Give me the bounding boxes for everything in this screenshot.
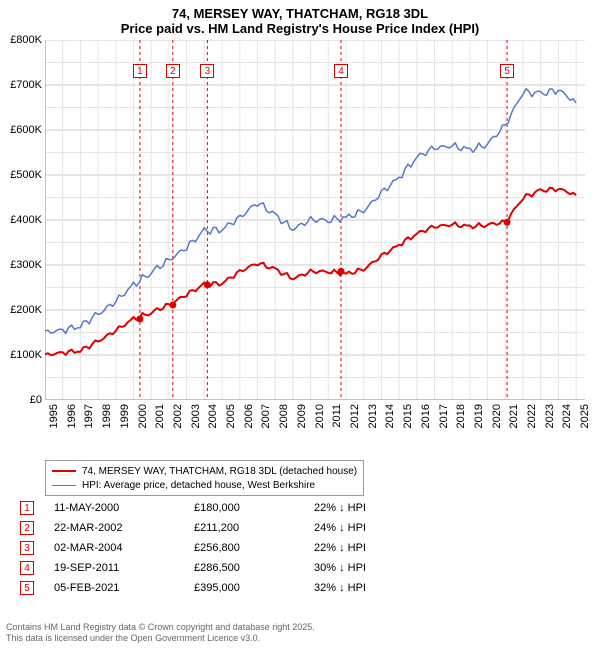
x-tick-label: 2004 (207, 404, 219, 444)
x-tick-label: 2021 (508, 404, 520, 444)
title-line-2: Price paid vs. HM Land Registry's House … (0, 21, 600, 36)
sales-diff: 22% ↓ HPI (314, 542, 434, 554)
sales-date: 19-SEP-2011 (54, 562, 194, 574)
legend-item: HPI: Average price, detached house, West… (52, 478, 357, 492)
x-tick-label: 2012 (349, 404, 361, 444)
sales-row-marker: 2 (20, 521, 34, 535)
x-tick-label: 2018 (455, 404, 467, 444)
title-line-1: 74, MERSEY WAY, THATCHAM, RG18 3DL (0, 6, 600, 21)
plot-area (45, 40, 585, 400)
sales-price: £395,000 (194, 582, 314, 594)
x-tick-label: 2003 (190, 404, 202, 444)
x-tick-label: 1997 (83, 404, 95, 444)
chart-marker-2: 2 (166, 64, 180, 78)
x-tick-label: 2025 (579, 404, 591, 444)
sales-date: 02-MAR-2004 (54, 542, 194, 554)
sales-diff: 24% ↓ HPI (314, 522, 434, 534)
y-tick-label: £100K (2, 349, 42, 361)
x-tick-label: 2015 (402, 404, 414, 444)
x-tick-label: 2013 (367, 404, 379, 444)
y-tick-label: £700K (2, 79, 42, 91)
y-tick-label: £300K (2, 259, 42, 271)
x-tick-label: 2008 (278, 404, 290, 444)
x-tick-label: 2017 (438, 404, 450, 444)
x-tick-label: 2006 (243, 404, 255, 444)
y-tick-label: £600K (2, 124, 42, 136)
plot-svg (45, 40, 585, 400)
x-tick-label: 1996 (66, 404, 78, 444)
sales-row-marker: 3 (20, 541, 34, 555)
sales-date: 05-FEB-2021 (54, 582, 194, 594)
sales-row: 1 11-MAY-2000£180,00022% ↓ HPI (20, 498, 434, 518)
x-tick-label: 2007 (260, 404, 272, 444)
sales-row: 4 19-SEP-2011£286,50030% ↓ HPI (20, 558, 434, 578)
x-tick-label: 1995 (48, 404, 60, 444)
legend-item: 74, MERSEY WAY, THATCHAM, RG18 3DL (deta… (52, 464, 357, 478)
sales-row-marker: 5 (20, 581, 34, 595)
footer-line-1: Contains HM Land Registry data © Crown c… (6, 622, 315, 633)
legend: 74, MERSEY WAY, THATCHAM, RG18 3DL (deta… (45, 460, 364, 496)
sales-diff: 22% ↓ HPI (314, 502, 434, 514)
sales-row-marker: 4 (20, 561, 34, 575)
x-tick-label: 2002 (172, 404, 184, 444)
sales-price: £256,800 (194, 542, 314, 554)
chart-marker-3: 3 (200, 64, 214, 78)
y-tick-label: £200K (2, 304, 42, 316)
chart-marker-1: 1 (133, 64, 147, 78)
sales-price: £211,200 (194, 522, 314, 534)
x-tick-label: 2000 (137, 404, 149, 444)
x-tick-label: 2005 (225, 404, 237, 444)
legend-swatch (52, 485, 76, 486)
sales-table: 111-MAY-2000£180,00022% ↓ HPI222-MAR-200… (20, 498, 434, 598)
y-tick-label: £400K (2, 214, 42, 226)
x-tick-label: 1999 (119, 404, 131, 444)
sales-row: 5 05-FEB-2021£395,00032% ↓ HPI (20, 578, 434, 598)
x-tick-label: 2001 (154, 404, 166, 444)
x-tick-label: 2019 (473, 404, 485, 444)
y-tick-label: £0 (2, 394, 42, 406)
x-tick-label: 2024 (561, 404, 573, 444)
chart-marker-4: 4 (334, 64, 348, 78)
sales-row: 3 02-MAR-2004£256,80022% ↓ HPI (20, 538, 434, 558)
sales-date: 22-MAR-2002 (54, 522, 194, 534)
sales-date: 11-MAY-2000 (54, 502, 194, 514)
x-tick-label: 2023 (544, 404, 556, 444)
x-tick-label: 2011 (331, 404, 343, 444)
sales-price: £286,500 (194, 562, 314, 574)
sales-diff: 32% ↓ HPI (314, 582, 434, 594)
x-tick-label: 2014 (384, 404, 396, 444)
x-tick-label: 2022 (526, 404, 538, 444)
legend-swatch (52, 470, 76, 472)
sales-row-marker: 1 (20, 501, 34, 515)
footer-line-2: This data is licensed under the Open Gov… (6, 633, 315, 644)
legend-text: 74, MERSEY WAY, THATCHAM, RG18 3DL (deta… (82, 466, 357, 477)
x-tick-label: 2009 (296, 404, 308, 444)
sales-row: 2 22-MAR-2002£211,20024% ↓ HPI (20, 518, 434, 538)
y-tick-label: £500K (2, 169, 42, 181)
legend-text: HPI: Average price, detached house, West… (82, 480, 315, 491)
chart-marker-5: 5 (500, 64, 514, 78)
sales-diff: 30% ↓ HPI (314, 562, 434, 574)
x-tick-label: 2010 (314, 404, 326, 444)
x-tick-label: 1998 (101, 404, 113, 444)
x-tick-label: 2016 (420, 404, 432, 444)
chart-title-area: 74, MERSEY WAY, THATCHAM, RG18 3DL Price… (0, 0, 600, 38)
x-tick-label: 2020 (491, 404, 503, 444)
y-tick-label: £800K (2, 34, 42, 46)
footer-attribution: Contains HM Land Registry data © Crown c… (6, 622, 315, 644)
chart-area: £0£100K£200K£300K£400K£500K£600K£700K£80… (0, 40, 600, 460)
sales-price: £180,000 (194, 502, 314, 514)
